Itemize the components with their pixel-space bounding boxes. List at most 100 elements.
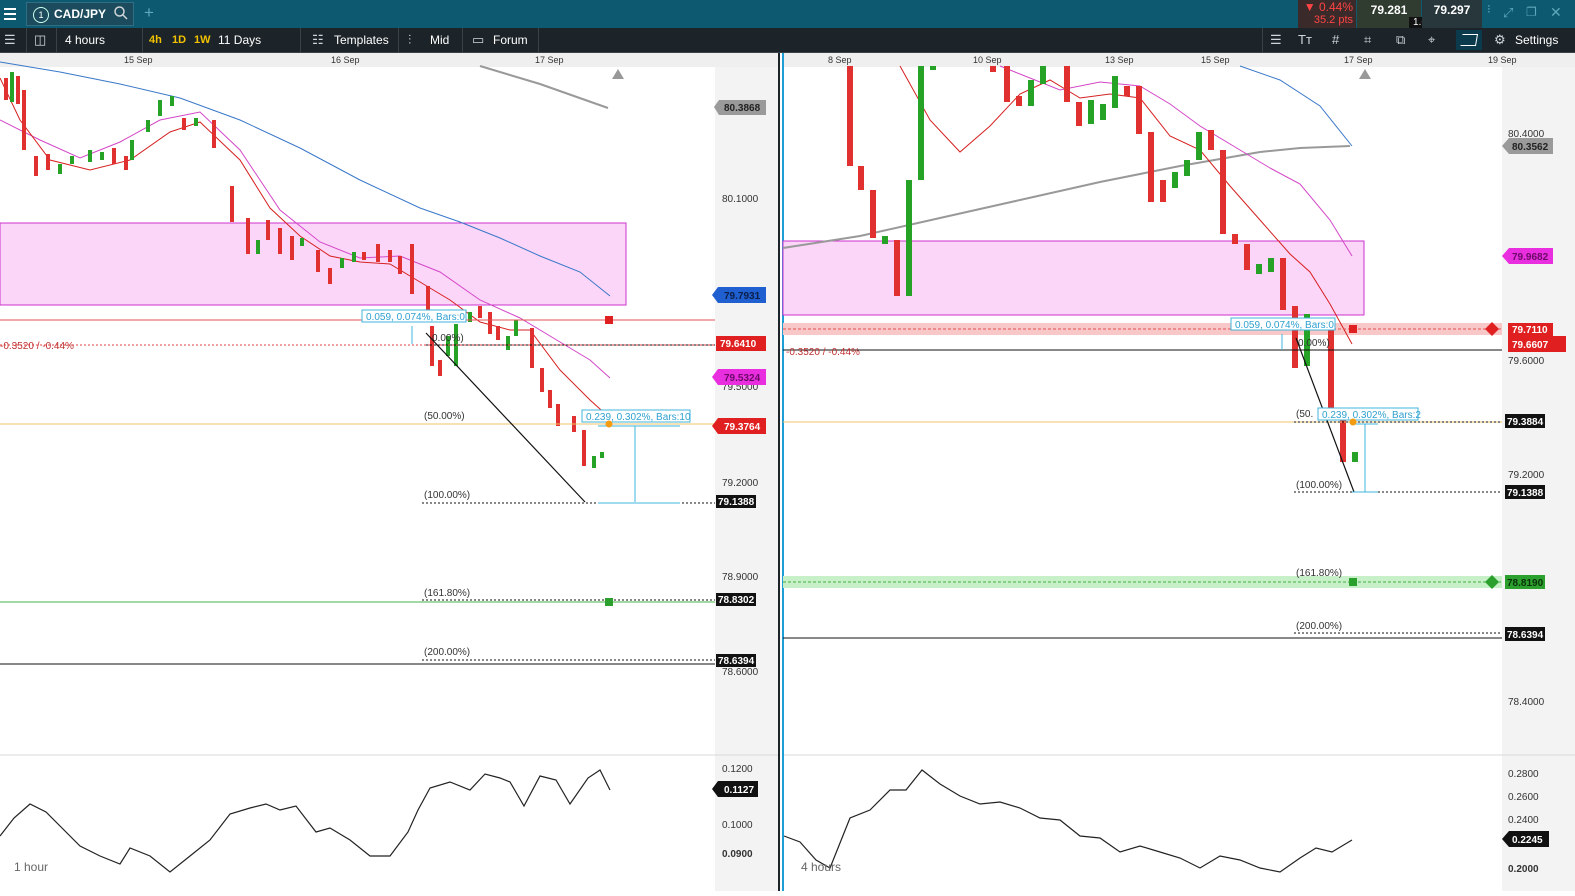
left-axis-3: 78.9000 [722,572,759,583]
chip-4h[interactable]: 4h [149,34,162,46]
symbol-tab[interactable]: 1 CAD/JPY [26,2,134,26]
left-chart-canvas[interactable]: 15 Sep 16 Sep 17 Sep [0,53,782,891]
right-date-5: 19 Sep [1488,55,1517,65]
right-blue-ma [1239,65,1353,147]
right-candles [847,66,1358,462]
right-ind-tag: 0.2245 [1512,835,1543,846]
right-pink-zone[interactable] [782,240,1365,316]
bid-price-button[interactable]: 79.281 [1357,0,1421,28]
left-fib-trendline[interactable] [425,332,586,503]
forum-button[interactable]: Forum [493,33,528,47]
right-fib100-label: (100.00%) [1296,480,1342,491]
tag-icon[interactable] [1456,30,1482,50]
left-timeframe-label: 1 hour [14,860,48,874]
left-ind-axis-1: 0.1000 [722,820,753,831]
window-menu-icon[interactable]: ⁝ [1487,2,1491,16]
left-fib161-handle[interactable] [605,598,613,606]
left-measure2-label: 0.239, 0.302%, Bars:10 [586,412,691,423]
interval-select[interactable]: 4 hours [65,33,106,47]
left-axis-2: 79.2000 [722,478,759,489]
symbol-label: CAD/JPY [54,7,107,21]
right-ind-axis-2: 0.2400 [1508,815,1539,826]
drawing-list-icon[interactable]: ☰ [1270,32,1282,47]
left-tag-current: 79.6410 [720,339,757,350]
left-red-ma [0,77,611,419]
right-magenta-ma [999,65,1353,257]
right-tag-fib200: 78.6394 [1507,630,1544,641]
left-tag-pink: 79.5324 [724,373,761,384]
right-tag-pink: 79.9682 [1512,252,1549,263]
forum-icon: ▭ [472,32,485,47]
right-ind-axis-3: 0.2000 [1508,864,1539,875]
right-date-3: 15 Sep [1201,55,1230,65]
ask-price-button[interactable]: 79.297 [1422,0,1482,28]
right-ind-axis-0: 0.2800 [1508,769,1539,780]
left-tag-blue: 79.7931 [724,291,761,302]
chart-toolbar: ☰ ◫ 4 hours 4h 1D 1W 11 Days ☷ Templates… [0,28,1575,53]
spread-badge: 1.6 [1409,17,1431,28]
indicators-icon[interactable]: ⌗ [1364,32,1372,47]
hamburger-icon[interactable] [4,8,16,20]
bid-price: 79.281 [1370,3,1408,17]
chip-1d[interactable]: 1D [172,34,187,46]
chip-1w[interactable]: 1W [194,34,211,46]
left-change-label: -0.3520 / -0.44% [0,341,74,352]
left-red-level-handle[interactable] [605,316,613,324]
change-percent: ▼ 0.44% [1303,0,1353,14]
search-icon[interactable] [113,5,129,26]
left-measure1-label: 0.059, 0.074%, Bars:0 [366,312,465,323]
right-fib161-handle[interactable] [1349,578,1357,586]
settings-button[interactable]: Settings [1515,33,1559,47]
right-green-zone[interactable] [783,576,1502,588]
right-ind-axis-1: 0.2600 [1508,792,1539,803]
right-indicator-line [783,769,1353,873]
price-type-button[interactable]: Mid [430,33,450,47]
right-fib161-label: (161.80%) [1296,568,1342,579]
left-tag-fib200: 78.6394 [718,656,755,667]
restore-icon[interactable]: ❐ [1526,5,1537,19]
copy-icon[interactable]: ⧉ [1396,32,1406,47]
right-axis-2: 79.2000 [1508,470,1545,481]
right-tag-current: 79.6607 [1512,340,1549,351]
left-fib50-label: (50.00%) [424,411,465,422]
left-axis-1: 79.5000 [722,382,759,393]
symbol-index-badge: 1 [33,7,49,23]
right-red-level-diamond-icon[interactable] [1485,322,1499,336]
left-date-2: 17 Sep [535,55,564,65]
right-axis-0: 80.4000 [1508,129,1545,140]
left-date-1: 16 Sep [331,55,360,65]
crosshair-grid-icon[interactable]: # [1332,32,1340,47]
left-pink-zone[interactable] [0,222,627,306]
add-tab-icon[interactable]: + [144,3,154,22]
right-red-level-handle[interactable] [1349,325,1357,333]
right-measure1-label: 0.059, 0.074%, Bars:0 [1235,320,1334,331]
left-ind-axis-2: 0.0900 [722,849,753,860]
right-chart-canvas[interactable]: 8 Sep 10 Sep 13 Sep 15 Sep 17 Sep 19 Sep [782,53,1575,891]
text-size-icon[interactable]: Tт [1298,32,1312,47]
right-date-0: 8 Sep [828,55,852,65]
left-event-marker-icon[interactable] [612,69,624,79]
layout-icon[interactable]: ◫ [34,32,47,47]
left-chart[interactable]: 15 Sep 16 Sep 17 Sep [0,53,782,891]
list-icon[interactable]: ☰ [4,32,16,47]
close-icon[interactable]: ✕ [1550,4,1562,20]
change-points: 35.2 pts [1313,14,1353,26]
crosshair-icon[interactable]: ⌖ [1428,32,1436,47]
gear-icon[interactable]: ⚙ [1494,32,1506,47]
right-fib50-label: (50. [1296,409,1313,420]
right-date-1: 10 Sep [973,55,1002,65]
left-axis-4: 78.6000 [722,667,759,678]
right-event-marker-icon[interactable] [1359,69,1371,79]
right-ma200-line [782,145,1351,249]
left-ma200-line [479,65,609,109]
templates-button[interactable]: Templates [334,33,389,47]
price-change-box: ▼ 0.44% 35.2 pts [1298,0,1356,28]
right-fib161-diamond-icon[interactable] [1485,575,1499,589]
right-fib200-label: (200.00%) [1296,621,1342,632]
range-select[interactable]: 11 Days [218,33,262,47]
right-tag-red-line: 79.7110 [1512,325,1548,336]
right-chart[interactable]: 8 Sep 10 Sep 13 Sep 15 Sep 17 Sep 19 Sep [782,53,1575,891]
expand-icon[interactable]: ⤢ [1503,5,1514,20]
right-tag-fib100: 79.1388 [1507,488,1544,499]
right-tag-ma200: 80.3562 [1512,142,1549,153]
